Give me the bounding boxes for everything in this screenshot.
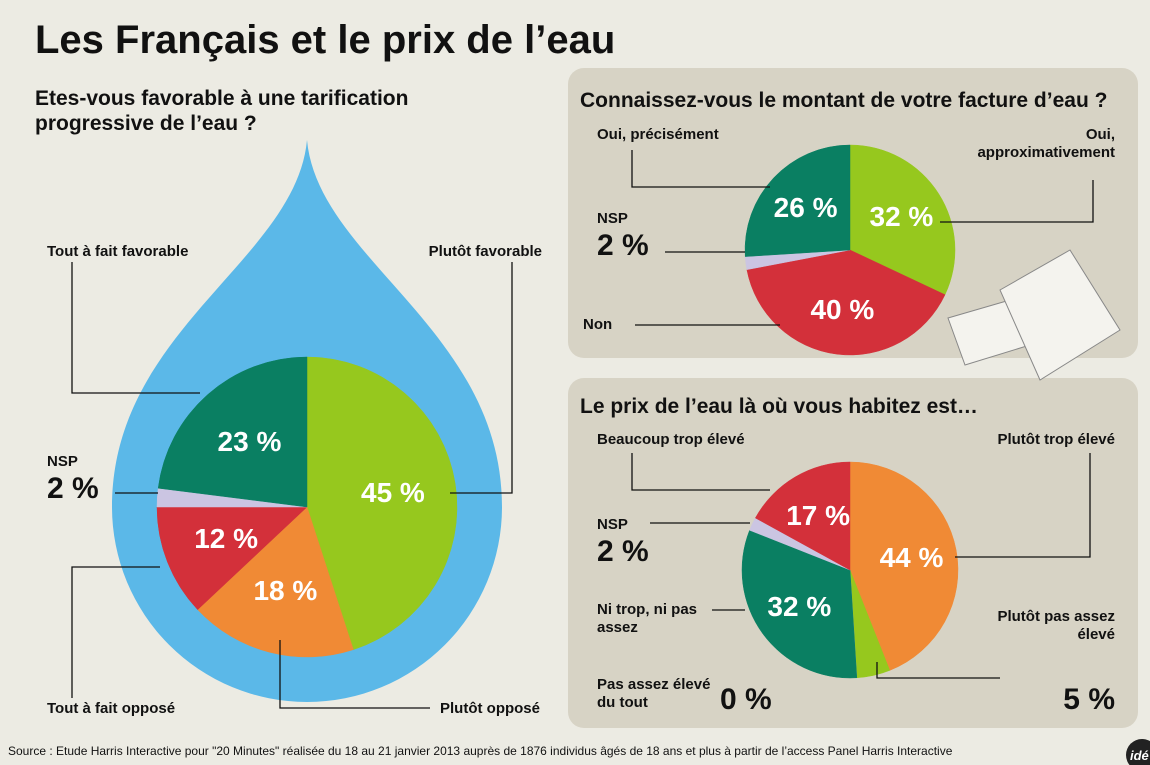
category-label: Ni trop, ni pas assez bbox=[597, 601, 712, 637]
category-label: Tout à fait opposé bbox=[47, 700, 247, 718]
value-label: 2 % bbox=[597, 228, 697, 264]
category-label: Beaucoup trop élevé bbox=[597, 431, 797, 449]
category-label: Oui, précisément bbox=[597, 126, 797, 144]
category-label: Non bbox=[583, 316, 683, 334]
value-label: 5 % bbox=[1015, 682, 1115, 718]
category-label: Plutôt favorable bbox=[342, 243, 542, 261]
category-label: NSP bbox=[47, 453, 147, 471]
category-label: Oui, approximativement bbox=[955, 126, 1115, 162]
source: Source : Etude Harris Interactive pour "… bbox=[8, 744, 952, 758]
value-label: 44 % bbox=[880, 541, 944, 575]
value-label: 0 % bbox=[720, 682, 800, 718]
value-label: 18 % bbox=[253, 574, 317, 608]
category-label: Plutôt trop élevé bbox=[915, 431, 1115, 449]
value-label: 2 % bbox=[597, 534, 697, 570]
logo: idé bbox=[1130, 748, 1149, 763]
category-label: NSP bbox=[597, 210, 697, 228]
value-label: 40 % bbox=[810, 294, 874, 328]
value-label: 2 % bbox=[47, 471, 147, 507]
chart-title: Le prix de l’eau là où vous habitez est… bbox=[580, 394, 1140, 419]
page-title: Les Français et le prix de l’eau bbox=[35, 16, 615, 64]
category-label: Tout à fait favorable bbox=[47, 243, 247, 261]
value-label: 26 % bbox=[774, 192, 838, 226]
category-label: Pas assez élevé du tout bbox=[597, 676, 722, 712]
category-label: Plutôt pas assez élevé bbox=[965, 608, 1115, 644]
category-label: NSP bbox=[597, 516, 697, 534]
category-label: Plutôt opposé bbox=[340, 700, 540, 718]
value-label: 32 % bbox=[767, 590, 831, 624]
value-label: 32 % bbox=[869, 201, 933, 235]
value-label: 12 % bbox=[194, 522, 258, 556]
value-label: 17 % bbox=[786, 499, 850, 533]
value-label: 23 % bbox=[218, 425, 282, 459]
infographic: idé Les Français et le prix de l’eau Sou… bbox=[0, 0, 1150, 765]
chart-title: Connaissez-vous le montant de votre fact… bbox=[580, 88, 1140, 113]
chart-title: Etes-vous favorable à une tarification p… bbox=[35, 86, 455, 136]
value-label: 45 % bbox=[361, 477, 425, 511]
